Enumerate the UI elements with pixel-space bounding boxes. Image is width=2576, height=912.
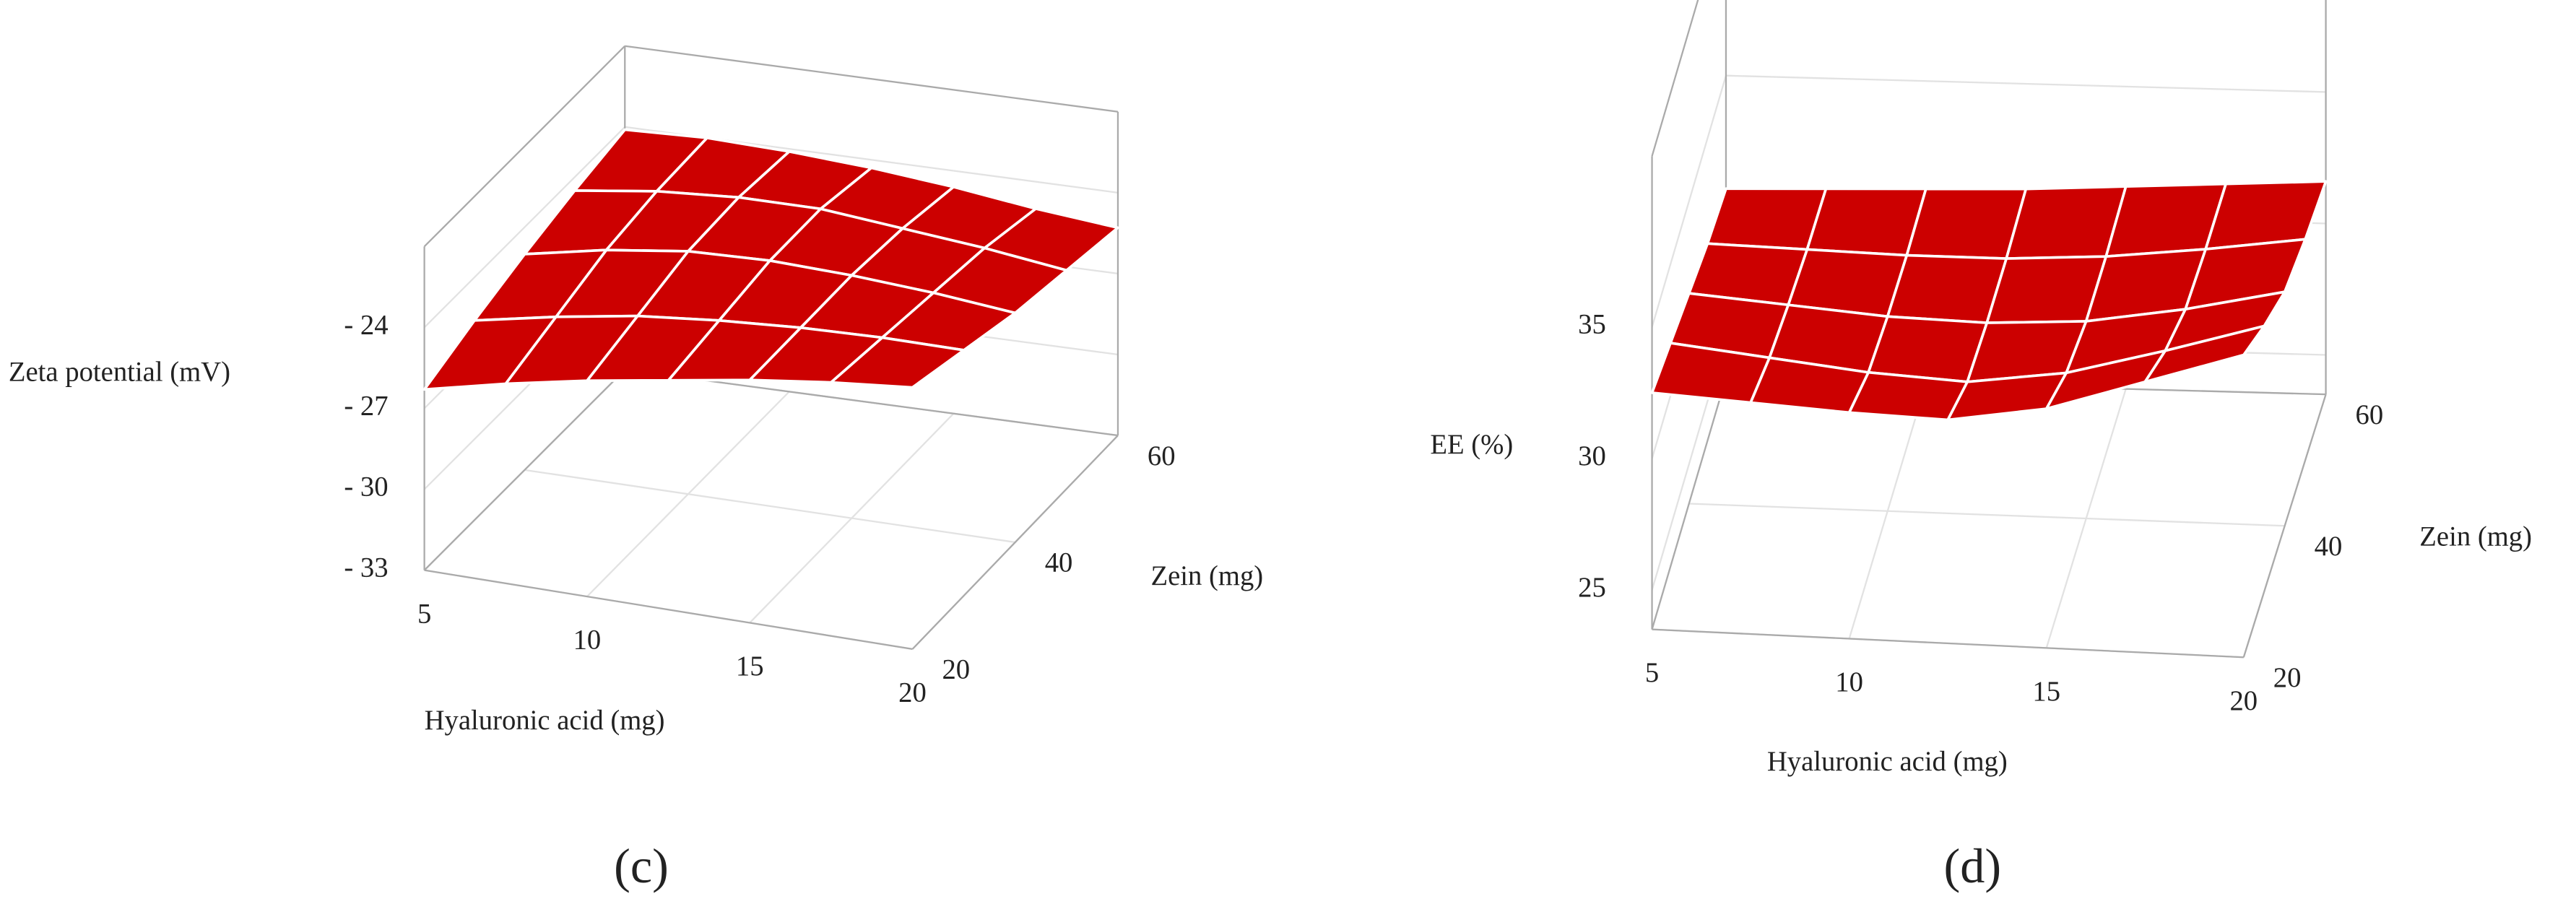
z-tick-label: 30 xyxy=(1578,441,1606,472)
box-edge xyxy=(911,435,1119,650)
panel-caption: (d) xyxy=(1944,838,2002,893)
x-axis-label: Hyaluronic acid (mg) xyxy=(1767,747,2008,777)
box-edge xyxy=(424,569,913,651)
z-tick-label: 35 xyxy=(1578,310,1606,340)
surface-cell xyxy=(830,336,966,389)
box-edge xyxy=(2242,394,2327,658)
panel-caption: (c) xyxy=(614,838,669,893)
box-edge xyxy=(423,369,626,571)
surface-cell xyxy=(1867,315,1989,383)
z-axis-label: EE (%) xyxy=(1430,430,1513,460)
x-axis-label: Hyaluronic acid (mg) xyxy=(425,705,665,736)
y-tick-label: 60 xyxy=(2356,400,2384,430)
surface-cell xyxy=(1886,253,2008,324)
surface-cell xyxy=(1805,187,1927,257)
x-tick-label: 10 xyxy=(1835,667,1863,698)
box-edge xyxy=(423,45,626,248)
y-axis-label: Zein (mg) xyxy=(1150,561,1263,591)
surface-cell xyxy=(2204,180,2328,251)
y-tick-label: 40 xyxy=(1045,548,1073,578)
y-tick-label: 60 xyxy=(1148,441,1176,472)
box-edge xyxy=(1651,0,1699,157)
grid-line xyxy=(1688,503,2285,527)
surface-cell xyxy=(2143,324,2266,383)
y-tick-label: 20 xyxy=(2273,663,2302,693)
x-tick-label: 5 xyxy=(1645,658,1659,688)
y-axis-label: Zein (mg) xyxy=(2419,521,2532,552)
z-axis-label: Zeta potential (mV) xyxy=(9,357,230,388)
grid-line xyxy=(524,469,1015,544)
z-tick-label: - 27 xyxy=(344,391,388,421)
box-edge xyxy=(1652,628,2244,659)
grid-line xyxy=(423,126,626,329)
grid-line xyxy=(1651,75,1727,328)
x-tick-label: 15 xyxy=(2032,677,2060,707)
x-tick-label: 5 xyxy=(417,599,431,629)
y-tick-label: 40 xyxy=(2315,531,2343,562)
box-edge xyxy=(625,45,1119,113)
grid-line xyxy=(1725,74,2326,93)
box-edge xyxy=(1651,378,1727,630)
z-tick-label: - 24 xyxy=(344,310,388,340)
z-tick-label: - 33 xyxy=(344,553,388,583)
x-tick-label: 10 xyxy=(573,625,602,656)
z-tick-label: 25 xyxy=(1578,573,1606,603)
surface-cell xyxy=(1706,187,1828,251)
y-tick-label: 20 xyxy=(942,655,970,685)
x-tick-label: 20 xyxy=(2229,686,2258,716)
z-tick-label: - 30 xyxy=(344,472,388,502)
x-tick-label: 20 xyxy=(898,677,927,708)
x-tick-label: 15 xyxy=(736,651,764,682)
surface-cell xyxy=(1847,370,1969,422)
